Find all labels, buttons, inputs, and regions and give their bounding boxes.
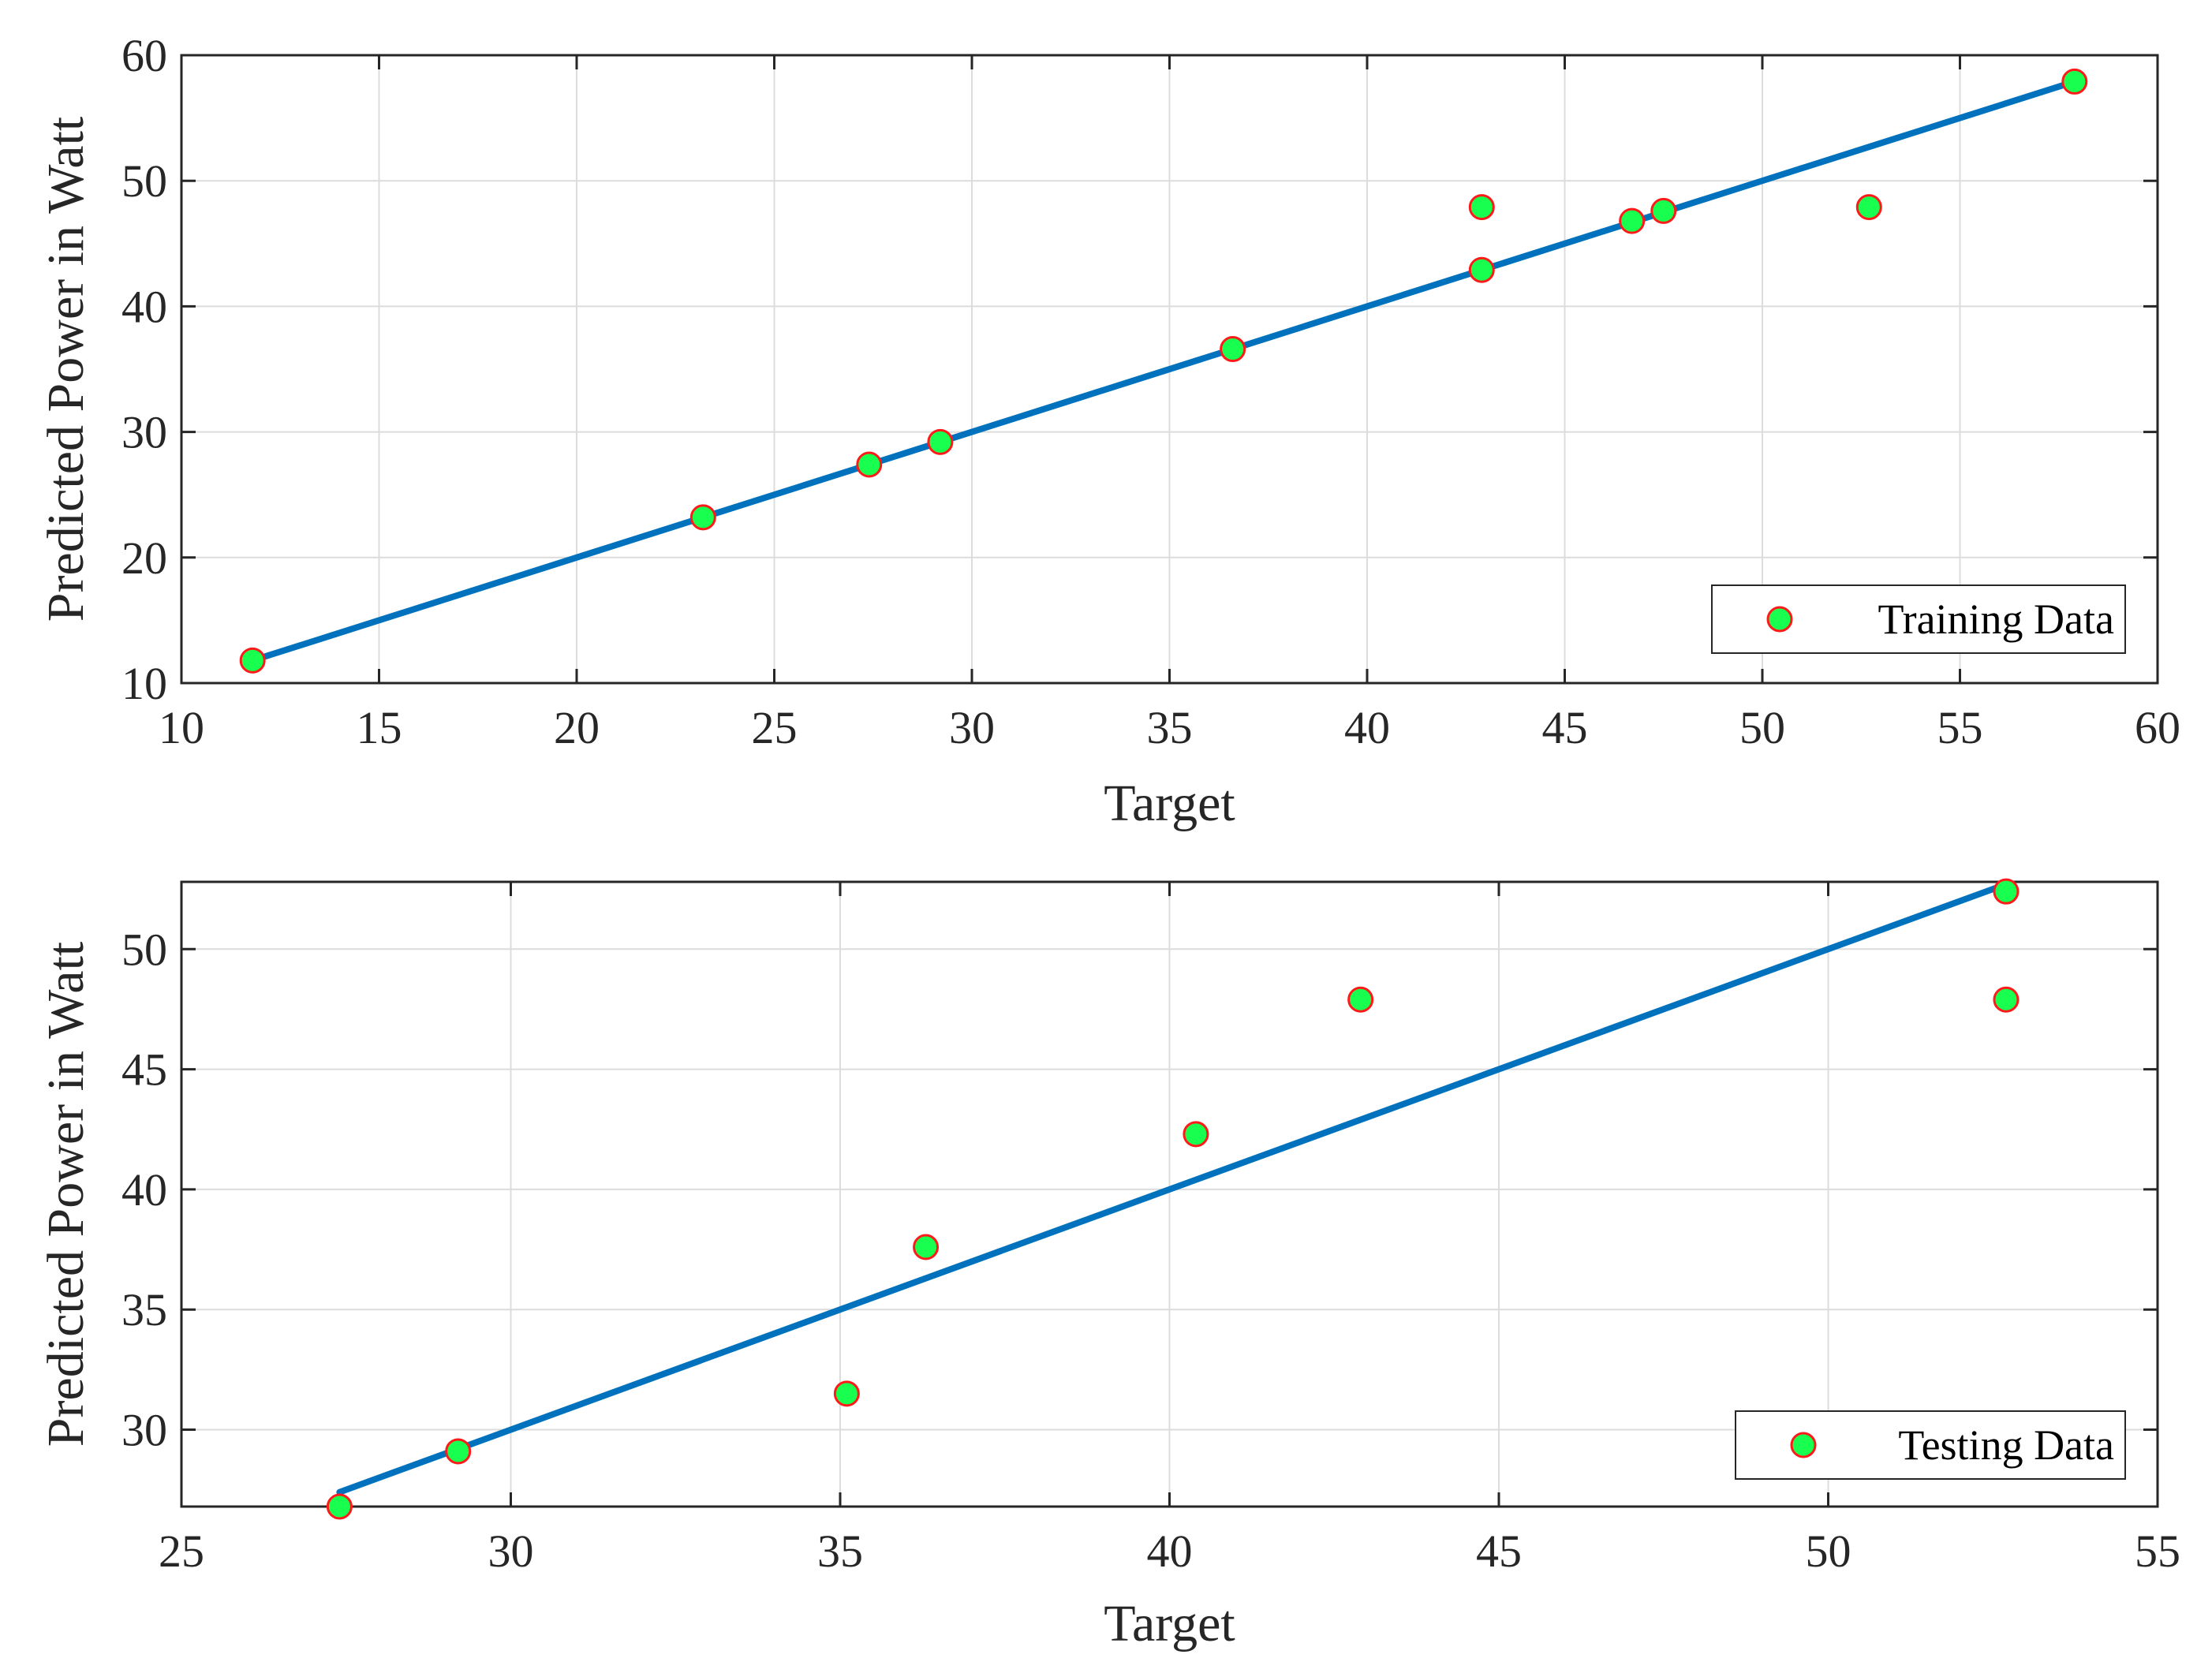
data-point (1855, 194, 1882, 221)
y-tick-label: 50 (121, 924, 167, 975)
x-tick-label: 55 (1937, 702, 1983, 753)
data-point (913, 1234, 940, 1260)
y-tick-label: 40 (121, 281, 167, 332)
training-plot: 10 15 20 25 30 35 40 45 50 55 60 10 20 30 40 50 60 Target… (37, 30, 2180, 832)
y-tick-label: 50 (121, 155, 167, 207)
x-tick-label: 50 (1739, 702, 1785, 753)
x-tick-label: 10 (159, 702, 204, 753)
data-point (1468, 194, 1495, 221)
y-tick-label: 40 (121, 1164, 167, 1216)
data-point (239, 647, 266, 674)
y-tick-label: 45 (121, 1044, 167, 1096)
fit-line (249, 78, 2078, 664)
data-point (1220, 336, 1246, 363)
legend: Training Data (1711, 584, 2126, 654)
data-point (445, 1438, 472, 1465)
x-axis-label: Target (1104, 1595, 1235, 1652)
x-tick-label: 60 (2135, 702, 2180, 753)
y-tick-label: 60 (121, 30, 167, 81)
data-point (326, 1493, 353, 1520)
x-tick-label: 40 (1147, 1525, 1193, 1577)
legend-marker (1766, 606, 1793, 633)
testing-plot: 25 30 35 40 45 50 55 30 35 40 45 50 Target Predicted … (37, 878, 2180, 1652)
data-point (856, 451, 883, 478)
data-point (833, 1380, 860, 1407)
x-tick-label: 35 (817, 1525, 863, 1577)
data-point (689, 504, 716, 531)
x-tick-label: 45 (1476, 1525, 1522, 1577)
y-axis-label: Predicted Power in Watt (37, 942, 95, 1447)
x-tick-label: 15 (357, 702, 402, 753)
data-point (1468, 256, 1495, 283)
y-tick-label: 10 (121, 658, 167, 709)
data-point (1650, 197, 1677, 224)
x-tick-label: 50 (1806, 1525, 1851, 1577)
legend-label: Testing Data (1898, 1421, 2114, 1469)
x-tick-label: 40 (1344, 702, 1390, 753)
x-tick-label: 30 (488, 1525, 534, 1577)
axes-frame (180, 54, 2159, 685)
axes-frame (180, 880, 2159, 1508)
x-axis-label: Target (1104, 775, 1235, 832)
x-tick-label: 55 (2135, 1525, 2180, 1577)
data-point (1993, 878, 2020, 905)
y-tick-label: 20 (121, 532, 167, 584)
x-tick-label: 30 (949, 702, 995, 753)
data-point (927, 428, 954, 455)
x-tick-label: 45 (1542, 702, 1588, 753)
x-tick-label: 20 (554, 702, 600, 753)
data-point (1183, 1121, 1209, 1148)
x-tick-label: 35 (1147, 702, 1193, 753)
data-point (1347, 986, 1374, 1013)
y-tick-label: 35 (121, 1284, 167, 1335)
legend-marker (1790, 1432, 1817, 1458)
y-tick-label: 30 (121, 1405, 167, 1456)
y-tick-label: 30 (121, 407, 167, 458)
data-point (1619, 207, 1646, 234)
x-tick-label: 25 (159, 1525, 204, 1577)
legend-label: Training Data (1878, 596, 2115, 643)
data-point (1993, 986, 2020, 1013)
fit-line (336, 881, 2009, 1496)
y-axis-label: Predicted Power in Watt (37, 117, 95, 622)
x-tick-label: 25 (752, 702, 798, 753)
data-point (2061, 68, 2088, 95)
legend: Testing Data (1735, 1410, 2126, 1480)
